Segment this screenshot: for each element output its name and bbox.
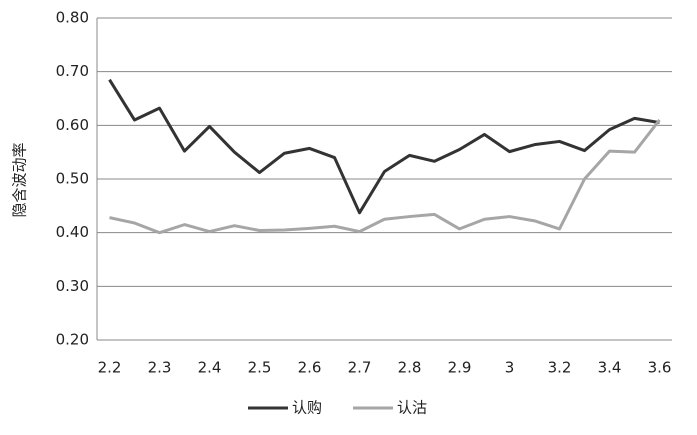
y-tick-label: 0.80 [56,9,89,27]
y-tick-label: 0.50 [56,170,89,188]
x-tick-label: 2.4 [198,359,222,377]
x-tick-label: 2.7 [348,359,372,377]
x-tick-label: 2.2 [98,359,122,377]
x-tick-label: 2.5 [248,359,272,377]
y-tick-label: 0.40 [56,223,89,241]
x-tick-label: 3.4 [598,359,622,377]
y-tick-label: 0.20 [56,331,89,349]
x-tick-label: 3 [505,359,515,377]
y-tick-label: 0.60 [56,116,89,134]
y-tick-label: 0.30 [56,277,89,295]
x-tick-label: 2.3 [148,359,172,377]
legend-label: 认购 [292,399,322,417]
x-tick-label: 2.9 [448,359,472,377]
x-tick-label: 2.6 [298,359,322,377]
line-series [109,119,661,235]
y-axis-label: 隐含波动率 [11,142,29,217]
legend-label: 认沽 [397,399,427,417]
x-tick-label: 3.2 [548,359,572,377]
x-tick-label: 2.8 [398,359,422,377]
line-series [108,78,660,215]
y-tick-label: 0.70 [56,62,89,80]
x-tick-label: 3.6 [648,359,672,377]
